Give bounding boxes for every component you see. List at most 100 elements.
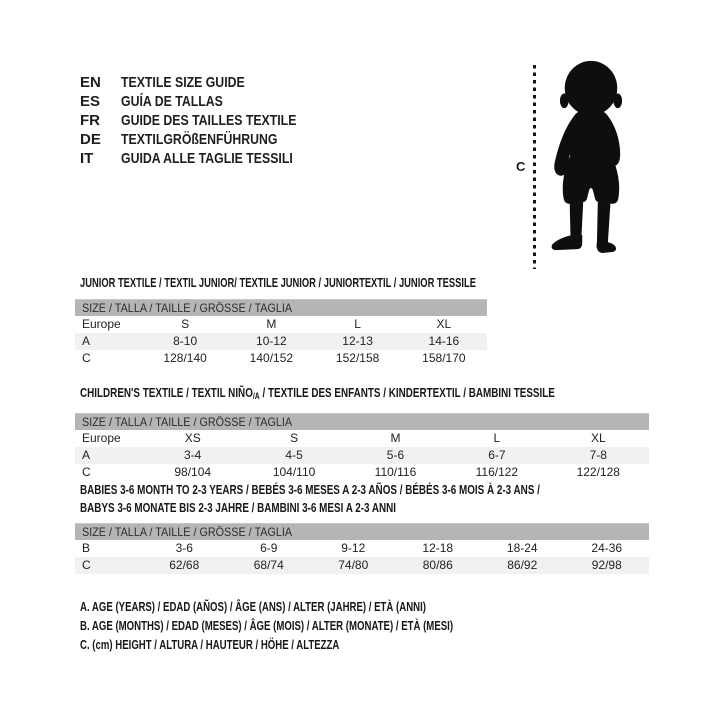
childrens-size-table-body: Europe XS S M L XL A 3-4 4-5 5-6 6-7 7-8 C 98/104 104/… — [75, 430, 649, 481]
value-cell: 128/140 — [163, 351, 207, 365]
row-label-cell: C — [82, 351, 91, 365]
language-code: IT — [80, 150, 94, 167]
value-cell: 3-4 — [184, 448, 202, 462]
junior-table-title-text: JUNIOR TEXTILE / TEXTIL JUNIOR/ TEXTILE … — [80, 275, 476, 290]
childrens-textile-section: CHILDREN'S TEXTILE / TEXTIL NIÑO/A / TEX… — [75, 384, 649, 481]
row-label-cell: A — [82, 334, 91, 348]
language-title: TEXTILGRÖßENFÜHRUNG — [121, 131, 278, 148]
value-cell: 86/92 — [507, 558, 538, 572]
value-cell: 4-5 — [285, 448, 303, 462]
row-label-cell: C — [82, 558, 91, 572]
language-row-it: IT GUIDA ALLE TAGLIE TESSILI — [80, 149, 335, 168]
value-cell: 92/98 — [591, 558, 622, 572]
legend-line-a: A. AGE (YEARS) / EDAD (AÑOS) / ÂGE (ANS)… — [80, 597, 584, 616]
value-cell: 122/128 — [576, 465, 620, 479]
babies-title-line2: BABYS 3-6 MONATE BIS 2-3 JAHRE / BAMBINI… — [80, 500, 397, 515]
language-title: GUIDA ALLE TAGLIE TESSILI — [121, 150, 293, 167]
value-cell: L — [354, 317, 361, 331]
table-row: A 8-10 10-12 12-13 14-16 — [75, 333, 487, 350]
table-row: C 128/140 140/152 152/158 158/170 — [75, 350, 487, 367]
toddler-silhouette-icon — [551, 60, 623, 253]
value-cell: 104/110 — [272, 465, 316, 479]
value-cell: XL — [590, 431, 606, 445]
language-code: DE — [80, 131, 101, 148]
table-row: C 62/68 68/74 74/80 80/86 86/92 92/98 — [75, 557, 649, 574]
legend-line-b: B. AGE (MONTHS) / EDAD (MESES) / ÂGE (MO… — [80, 616, 584, 635]
value-cell: 10-12 — [256, 334, 287, 348]
value-cell: 152/158 — [335, 351, 380, 365]
value-cell: 8-10 — [173, 334, 198, 348]
childrens-table-title: CHILDREN'S TEXTILE / TEXTIL NIÑO/A / TEX… — [80, 384, 649, 405]
value-cell: 14-16 — [428, 334, 460, 348]
value-cell: 24-36 — [591, 541, 623, 555]
junior-textile-section: JUNIOR TEXTILE / TEXTIL JUNIOR/ TEXTILE … — [75, 274, 487, 367]
value-cell: 18-24 — [506, 541, 538, 555]
junior-size-table: Europe S M L XL A 8-10 10-12 12-13 14-16 C 128/140 1… — [75, 316, 487, 367]
value-cell: XS — [184, 431, 201, 445]
value-cell: L — [493, 431, 501, 445]
value-cell: 12-18 — [422, 541, 454, 555]
language-code: EN — [80, 74, 101, 91]
row-label-cell: A — [82, 448, 91, 462]
language-row-fr: FR GUIDE DES TAILLES TEXTILE — [80, 111, 335, 130]
childrens-title-subscript: /A — [252, 391, 260, 401]
value-cell: 6-7 — [488, 448, 506, 462]
legend-line-c-text: C. (cm) HEIGHT / ALTURA / HAUTEUR / HÖHE… — [80, 637, 340, 652]
size-header-text: SIZE / TALLA / TAILLE / GRÖSSE / TAGLIA — [82, 415, 293, 429]
value-cell: 5-6 — [386, 448, 405, 462]
table-row: A 3-4 4-5 5-6 6-7 7-8 — [75, 447, 649, 464]
value-cell: 62/68 — [169, 558, 200, 572]
size-header-band: SIZE / TALLA / TAILLE / GRÖSSE / TAGLIA — [75, 299, 487, 316]
legend-line-b-text: B. AGE (MONTHS) / EDAD (MESES) / ÂGE (MO… — [80, 618, 454, 633]
language-code: FR — [80, 112, 100, 129]
babies-title-line1: BABIES 3-6 MONTH TO 2-3 YEARS / BEBÉS 3-… — [80, 482, 540, 497]
value-cell: S — [181, 317, 190, 331]
table-row: B 3-6 6-9 9-12 12-18 18-24 24-36 — [75, 540, 649, 557]
junior-table-title: JUNIOR TEXTILE / TEXTIL JUNIOR/ TEXTILE … — [80, 274, 487, 291]
value-cell: 140/152 — [249, 351, 294, 365]
childrens-title-suffix: / TEXTILE DES ENFANTS / KINDERTEXTIL / B… — [259, 385, 555, 400]
value-cell: 7-8 — [589, 448, 607, 462]
height-dashed-line-icon — [533, 65, 536, 269]
value-cell: 68/74 — [253, 558, 284, 572]
value-cell: 12-13 — [342, 334, 373, 348]
measure-c-label: C — [516, 159, 526, 174]
row-label-cell: Europe — [82, 317, 121, 331]
table-row: Europe S M L XL — [75, 316, 487, 333]
size-header-band: SIZE / TALLA / TAILLE / GRÖSSE / TAGLIA — [75, 523, 649, 540]
legend-line-a-text: A. AGE (YEARS) / EDAD (AÑOS) / ÂGE (ANS)… — [80, 599, 426, 614]
babies-textile-section: BABIES 3-6 MONTH TO 2-3 YEARS / BEBÉS 3-… — [75, 481, 649, 574]
language-row-es: ES GUÍA DE TALLAS — [80, 92, 335, 111]
babies-size-table: B 3-6 6-9 9-12 12-18 18-24 24-36 C 62/68 68/74 74/… — [75, 540, 649, 574]
size-header-band: SIZE / TALLA / TAILLE / GRÖSSE / TAGLIA — [75, 413, 649, 430]
value-cell: 98/104 — [174, 465, 212, 479]
value-cell: 3-6 — [175, 541, 193, 555]
table-row: Europe XS S M L XL — [75, 430, 649, 447]
language-list: EN TEXTILE SIZE GUIDE ES GUÍA DE TALLAS … — [80, 73, 335, 168]
value-cell: M — [390, 431, 401, 445]
childrens-title-prefix: CHILDREN'S TEXTILE / TEXTIL NIÑO — [80, 385, 253, 400]
value-cell: 116/122 — [475, 465, 519, 479]
measurement-legend: A. AGE (YEARS) / EDAD (AÑOS) / ÂGE (ANS)… — [80, 597, 584, 654]
junior-size-table-body: Europe S M L XL A 8-10 10-12 12-13 14-16 C 128/140 1… — [75, 316, 487, 367]
babies-table-title: BABIES 3-6 MONTH TO 2-3 YEARS / BEBÉS 3-… — [80, 481, 649, 517]
language-row-en: EN TEXTILE SIZE GUIDE — [80, 73, 335, 92]
row-label-cell: C — [82, 465, 91, 479]
value-cell: 9-12 — [341, 541, 366, 555]
language-title: GUÍA DE TALLAS — [121, 93, 223, 110]
language-code: ES — [80, 93, 101, 110]
childrens-size-table: Europe XS S M L XL A 3-4 4-5 5-6 6-7 7-8 C 98/104 104/… — [75, 430, 649, 481]
value-cell: 74/80 — [338, 558, 369, 572]
value-cell: 6-9 — [260, 541, 278, 555]
value-cell: XL — [436, 317, 452, 331]
value-cell: S — [290, 431, 299, 445]
table-row: C 98/104 104/110 110/116 116/122 122/128 — [75, 464, 649, 481]
legend-line-c: C. (cm) HEIGHT / ALTURA / HAUTEUR / HÖHE… — [80, 635, 584, 654]
size-header-text: SIZE / TALLA / TAILLE / GRÖSSE / TAGLIA — [82, 301, 293, 315]
size-header-text: SIZE / TALLA / TAILLE / GRÖSSE / TAGLIA — [82, 525, 293, 539]
value-cell: 110/116 — [374, 465, 417, 479]
babies-size-table-body: B 3-6 6-9 9-12 12-18 18-24 24-36 C 62/68 68/74 74/… — [75, 540, 649, 574]
value-cell: M — [266, 317, 277, 331]
value-cell: 80/86 — [422, 558, 453, 572]
